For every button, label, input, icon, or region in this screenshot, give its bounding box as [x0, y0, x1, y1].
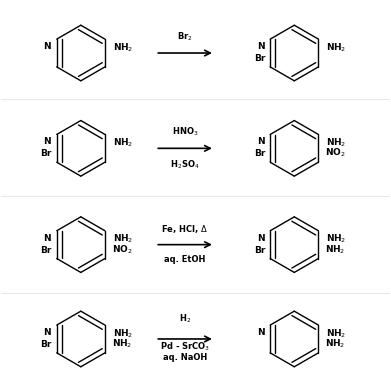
- Text: N: N: [43, 137, 51, 146]
- Text: H$_2$SO$_4$: H$_2$SO$_4$: [170, 158, 200, 171]
- Text: N: N: [256, 328, 264, 337]
- Text: N: N: [256, 234, 264, 243]
- Text: Br: Br: [254, 54, 265, 63]
- Text: Br$_2$: Br$_2$: [177, 30, 193, 43]
- Text: aq. EtOH: aq. EtOH: [164, 255, 206, 264]
- Text: Br: Br: [254, 246, 265, 255]
- Text: NH$_2$: NH$_2$: [113, 233, 133, 245]
- Text: NO$_2$: NO$_2$: [112, 243, 133, 255]
- Text: N: N: [256, 137, 264, 146]
- Text: H$_2$: H$_2$: [179, 312, 191, 325]
- Text: NH$_2$: NH$_2$: [325, 337, 346, 350]
- Text: NH$_2$: NH$_2$: [326, 41, 346, 53]
- Text: N: N: [256, 42, 264, 51]
- Text: NH$_2$: NH$_2$: [113, 327, 133, 340]
- Text: Fe, HCl, $\Delta$: Fe, HCl, $\Delta$: [161, 223, 209, 235]
- Text: Pd - SrCO$_3$: Pd - SrCO$_3$: [160, 341, 210, 353]
- Text: NO$_2$: NO$_2$: [325, 147, 346, 159]
- Text: NH$_2$: NH$_2$: [326, 327, 346, 340]
- Text: NH$_2$: NH$_2$: [325, 243, 346, 255]
- Text: NH$_2$: NH$_2$: [326, 136, 346, 149]
- Text: Br: Br: [254, 149, 265, 158]
- Text: HNO$_3$: HNO$_3$: [172, 126, 198, 138]
- Text: Br: Br: [40, 340, 52, 349]
- Text: aq. NaOH: aq. NaOH: [163, 353, 207, 362]
- Text: NH$_2$: NH$_2$: [112, 337, 132, 350]
- Text: N: N: [43, 328, 51, 337]
- Text: NH$_2$: NH$_2$: [113, 136, 133, 149]
- Text: Br: Br: [40, 246, 52, 255]
- Text: NH$_2$: NH$_2$: [113, 41, 133, 53]
- Text: NH$_2$: NH$_2$: [326, 233, 346, 245]
- Text: N: N: [43, 234, 51, 243]
- Text: N: N: [43, 42, 51, 51]
- Text: Br: Br: [40, 149, 52, 158]
